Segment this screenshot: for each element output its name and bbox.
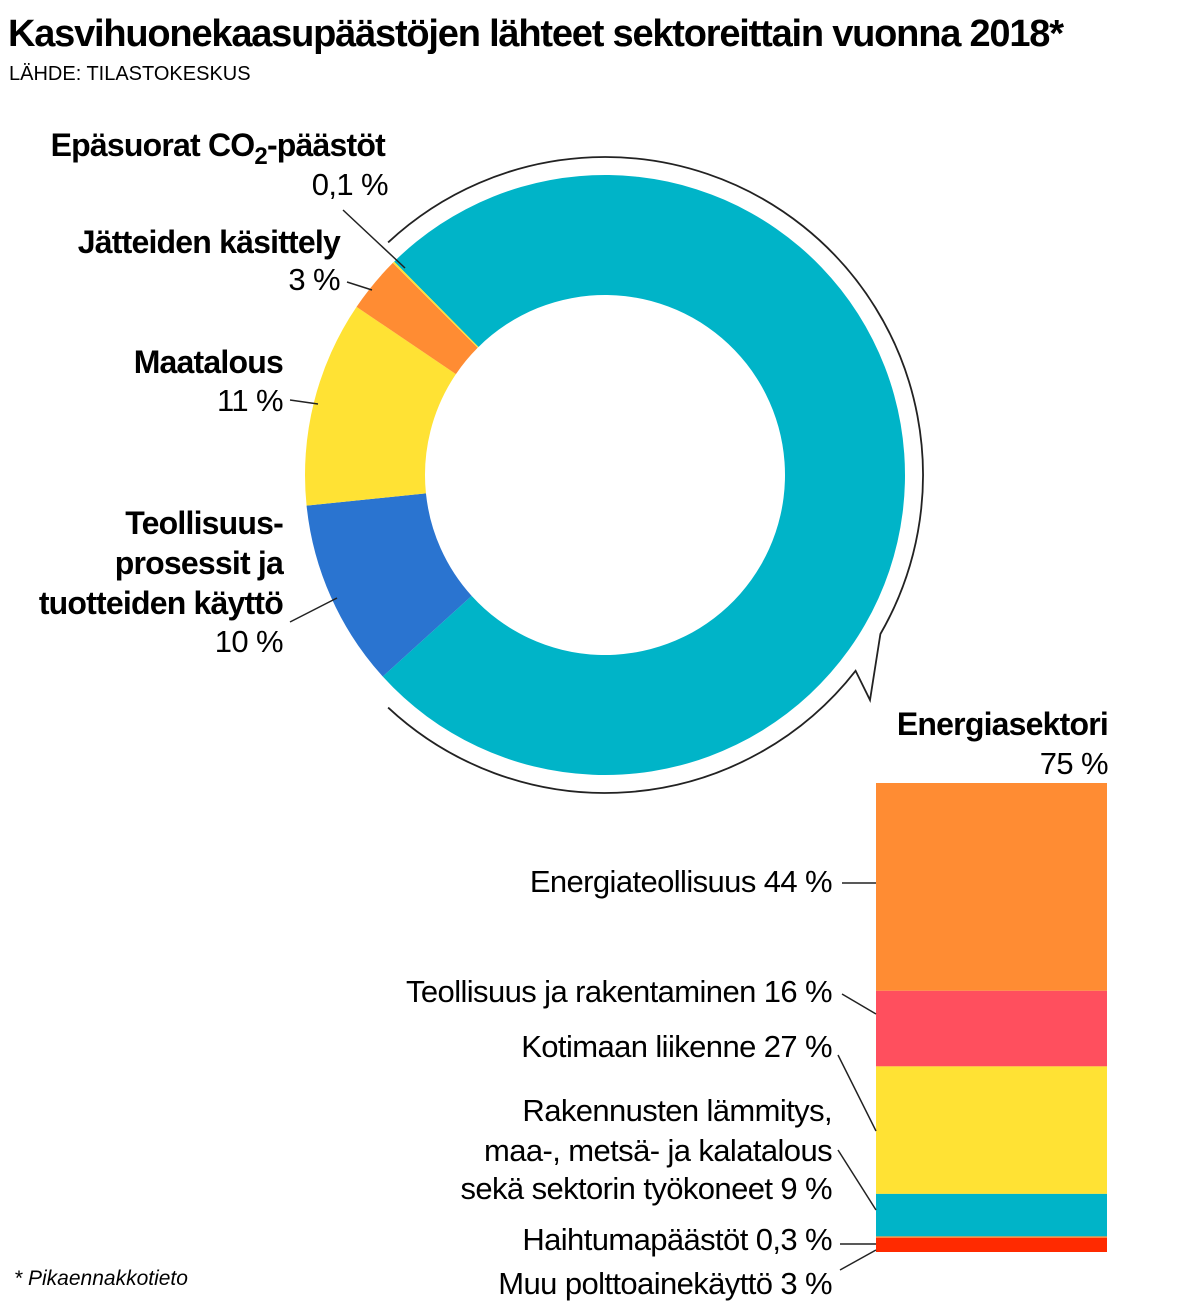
donut-slice-energiasektori [382,175,905,775]
energy-bracket: Energiasektori 75 % [387,156,1109,794]
slice-label-teollisuus-prosessit-ja-tuotteiden-kaytto-line-2: tuotteiden käyttö [39,585,283,621]
bar-segment-energiateollisuus-44 [876,783,1107,991]
chart-source: LÄHDE: TILASTOKESKUS [9,63,251,85]
bar-segment-kotimaan-liikenne-27 [876,1066,1107,1194]
bar-segment-rakennusten-lammitys-maa-metsa-ja-kalatalous-seka-sektorin-tyokoneet-9 [876,1193,1107,1237]
slice-label-energiasektori: Energiasektori [897,706,1108,742]
leader-line-epasuorat-co2 [342,209,406,269]
bar-label-rakennusten-lammitys-line-2: sekä sektorin työkoneet 9 % [460,1171,832,1206]
slice-value-teollisuus-prosessit-ja-tuotteiden-kaytto: 10 % [215,624,283,659]
donut-slice-maatalous [305,306,456,506]
donut-slice-epasuorat-co2-paastot [392,261,479,348]
slice-value-maatalous: 11 % [217,383,283,418]
bar-label-energiateollisuus-44-line-0: Energiateollisuus 44 % [530,864,832,899]
bar-segment-haihtumapaastot-0-3 [876,1236,1107,1238]
energy-bracket-path [387,156,924,794]
leader-line-teollisuus-prosessit-ja-tuotteiden-kaytto [289,597,338,623]
donut-slice-teollisuus-prosessit-ja-tuotteiden-kaytto [306,493,472,677]
donut-slice-jatteiden-kasittely [356,262,478,375]
stacked-bar [876,783,1107,1252]
slice-value-jatteiden-kasittely: 3 % [288,262,340,297]
slice-label-jatteiden-kasittely-line-0: Jätteiden käsittely [78,224,341,260]
bar-segment-muu-polttoainekaytto-3 [876,1237,1107,1252]
bar-leader-teollisuus-ja-rakentaminen-16 [841,993,877,1015]
slice-label-maatalous-line-0: Maatalous [134,344,283,380]
donut-chart [305,175,905,775]
donut-labels: Teollisuus-prosessit ja tuotteiden käyttö… [39,127,406,659]
footnote: * Pikaennakkotieto [14,1267,188,1290]
leader-line-maatalous [289,399,319,405]
chart-title: Kasvihuonekaasupäästöjen lähteet sektore… [8,13,1064,55]
bar-label-muu-polttoainekaytto-3-line-0: Muu polttoainekäyttö 3 % [498,1266,832,1301]
bar-labels: Energiateollisuus 44 % Teollisuus ja rake… [406,864,877,1301]
bar-label-rakennusten-lammitys-line-0: Rakennusten lämmitys, [522,1093,832,1128]
slice-value-energiasektori: 75 % [1040,746,1108,781]
slice-label-teollisuus-prosessit-ja-tuotteiden-kaytto-line-1: prosessit ja [115,545,284,581]
bar-leader-muu-polttoainekaytto-3 [839,1249,877,1271]
slice-label-teollisuus-prosessit-ja-tuotteiden-kaytto-line-0: Teollisuus- [125,505,283,541]
bar-leader-kotimaan-liikenne-27 [837,1054,877,1132]
leader-line-jatteiden-kasittely [346,281,373,291]
bar-label-kotimaan-liikenne-27-line-0: Kotimaan liikenne 27 % [521,1029,832,1064]
bar-label-teollisuus-ja-rakentaminen-16-line-0: Teollisuus ja rakentaminen 16 % [406,974,832,1009]
bar-label-rakennusten-lammitys-line-1: maa-, metsä- ja kalatalous [484,1133,832,1168]
bar-leader-rakennusten-lammitys [837,1149,877,1211]
slice-value-epasuorat-co2: 0,1 % [312,167,388,202]
bar-label-haihtumapaastot-0-3-line-0: Haihtumapäästöt 0,3 % [522,1222,832,1257]
slice-label-epasuorat-co2: Epäsuorat CO2-päästöt [51,127,387,170]
bar-segment-teollisuus-ja-rakentaminen-16 [876,990,1107,1067]
